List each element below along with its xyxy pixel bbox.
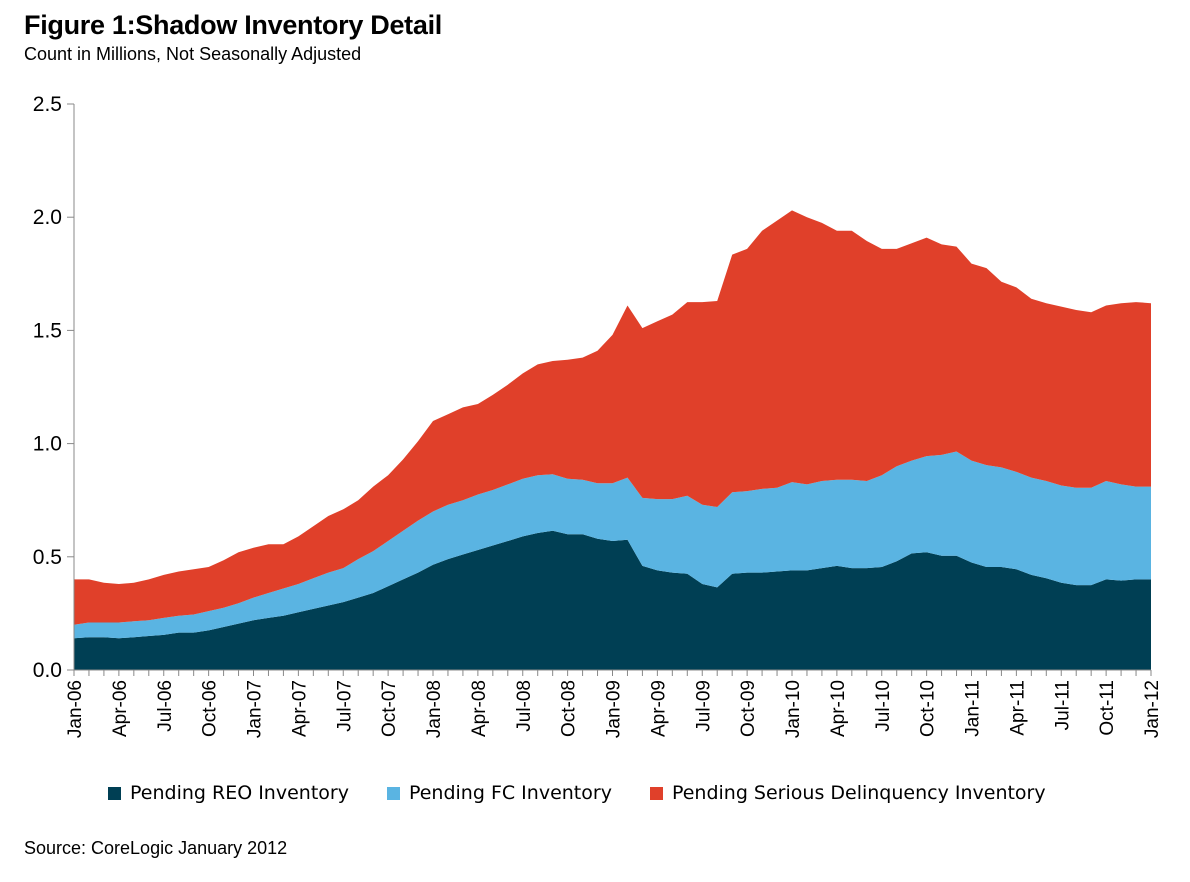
area-series-0	[74, 530, 1151, 670]
chart-subtitle: Count in Millions, Not Seasonally Adjust…	[24, 44, 362, 64]
legend-item-fc: Pending FC Inventory	[386, 782, 612, 804]
legend-label-fc: Pending FC Inventory	[408, 782, 612, 804]
y-tick-label: 0.5	[33, 546, 62, 569]
x-tick-label: Apr-11	[1007, 680, 1028, 736]
chart-axes: 0.0 0.5 1.0 1.5 2.0 2.5 Jan-06 Apr-06 Jul-06 Oct-…	[33, 93, 1163, 738]
chart-areas	[74, 210, 1151, 670]
legend-item-reo: Pending REO Inventory	[108, 782, 349, 804]
x-tick-label: Oct-08	[559, 680, 580, 737]
x-tick-label: Jul-11	[1052, 680, 1073, 730]
legend-label-sdq: Pending Serious Delinquency Inventory	[671, 782, 1046, 804]
y-tick-label: 2.0	[33, 206, 62, 229]
x-tick-label: Jan-09	[604, 680, 625, 738]
x-tick-label: Jul-07	[334, 680, 355, 732]
x-tick-label: Jan-12	[1142, 680, 1163, 738]
legend-swatch-fc	[386, 786, 400, 800]
x-tick-label: Jul-08	[514, 680, 535, 732]
legend-swatch-sdq	[649, 786, 663, 800]
x-tick-label: Oct-10	[918, 680, 939, 737]
source-note: Source: CoreLogic January 2012	[24, 838, 288, 858]
x-tick-label: Jul-09	[693, 680, 714, 732]
x-tick-label: Jan-08	[424, 680, 445, 738]
x-tick-label: Oct-07	[379, 680, 400, 737]
area-series-1	[74, 451, 1151, 639]
x-tick-label: Jan-06	[65, 680, 86, 738]
area-series-2	[74, 210, 1151, 625]
x-tick-label: Jul-06	[155, 680, 176, 732]
chart-title: Figure 1:Shadow Inventory Detail	[24, 10, 442, 40]
x-tick-label: Apr-06	[110, 680, 131, 737]
y-tick-label: 0.0	[33, 659, 62, 682]
legend-item-sdq: Pending Serious Delinquency Inventory	[649, 782, 1046, 804]
y-tick-label: 2.5	[33, 93, 62, 116]
x-tick-label: Jan-10	[783, 680, 804, 738]
y-tick-label: 1.5	[33, 319, 62, 342]
x-tick-label: Oct-06	[200, 680, 221, 737]
x-tick-label: Apr-09	[648, 680, 669, 737]
legend-swatch-reo	[108, 786, 121, 800]
y-tick-label: 1.0	[33, 433, 62, 456]
legend-label-reo: Pending REO Inventory	[130, 782, 349, 804]
chart-legend: Pending REO Inventory Pending FC Invento…	[108, 782, 1084, 804]
x-tick-label: Apr-07	[289, 680, 310, 737]
x-tick-label: Apr-10	[828, 680, 849, 737]
x-tick-label: Oct-09	[738, 680, 759, 737]
x-tick-label: Jan-11	[963, 680, 984, 737]
x-tick-label: Jul-10	[873, 680, 894, 732]
x-tick-label: Apr-08	[469, 680, 490, 737]
x-tick-label: Oct-11	[1097, 680, 1118, 736]
stacked-area-chart: 0.0 0.5 1.0 1.5 2.0 2.5 Jan-06 Apr-06 Jul-06 Oct-…	[33, 93, 1163, 738]
x-tick-label: Jan-07	[245, 680, 266, 738]
